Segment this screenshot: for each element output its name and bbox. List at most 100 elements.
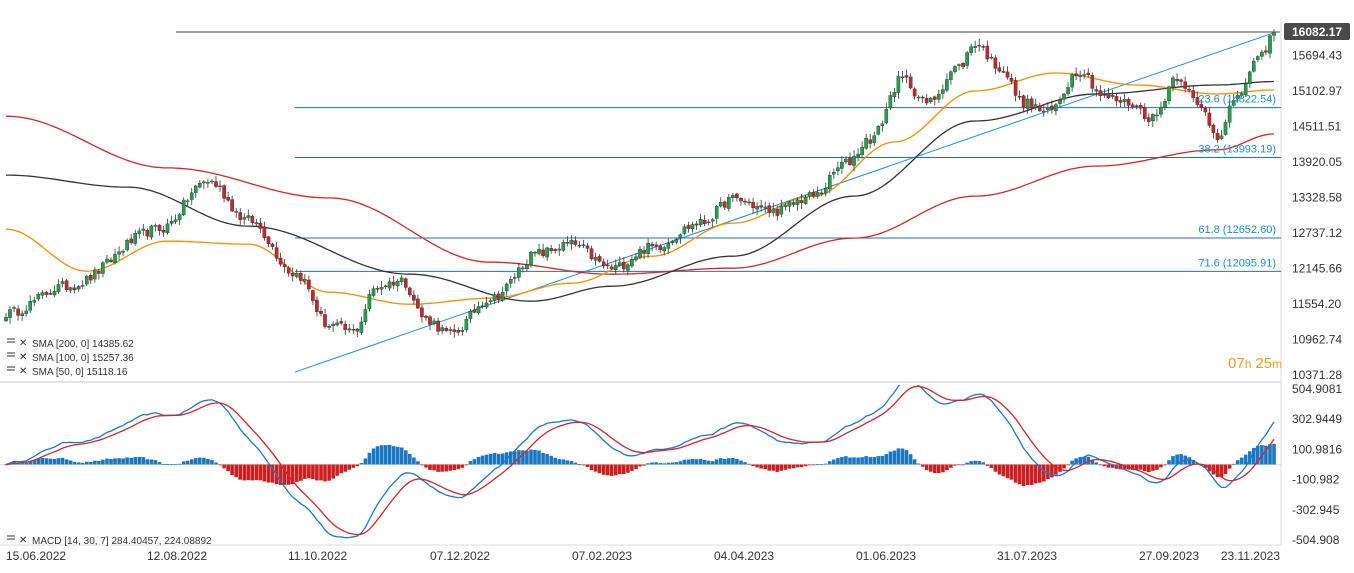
candle[interactable] — [743, 200, 747, 203]
candle[interactable] — [420, 307, 424, 318]
candle[interactable] — [739, 197, 743, 202]
candle[interactable] — [1033, 104, 1038, 108]
candle[interactable] — [331, 324, 335, 327]
candle[interactable] — [214, 181, 218, 187]
candle[interactable] — [274, 247, 279, 259]
macd-line[interactable] — [5, 379, 1275, 539]
candle[interactable] — [945, 79, 949, 91]
candle[interactable] — [16, 308, 20, 316]
candle[interactable] — [929, 97, 933, 102]
candle[interactable] — [561, 241, 566, 251]
candle[interactable] — [84, 275, 89, 285]
candle[interactable] — [969, 46, 973, 53]
candle[interactable] — [1171, 77, 1175, 88]
candle[interactable] — [1070, 74, 1074, 88]
candle[interactable] — [710, 219, 715, 222]
candle[interactable] — [4, 317, 8, 322]
candle[interactable] — [105, 258, 109, 263]
legend-close-icon[interactable]: ✕ — [19, 352, 27, 363]
candle[interactable] — [605, 264, 610, 267]
candle[interactable] — [799, 200, 804, 203]
candle[interactable] — [1167, 86, 1171, 101]
candle[interactable] — [412, 294, 416, 301]
candle[interactable] — [173, 219, 178, 222]
candle[interactable] — [440, 327, 444, 332]
candle[interactable] — [1050, 105, 1054, 110]
candle[interactable] — [694, 223, 699, 226]
candle[interactable] — [965, 52, 969, 66]
candle[interactable] — [1009, 77, 1014, 82]
candle[interactable] — [1155, 114, 1159, 117]
candle[interactable] — [88, 275, 93, 281]
candle[interactable] — [1025, 98, 1030, 109]
candle[interactable] — [1223, 122, 1228, 135]
candle[interactable] — [662, 247, 666, 252]
candle[interactable] — [1251, 60, 1256, 72]
candle[interactable] — [1272, 31, 1276, 36]
candle[interactable] — [137, 230, 142, 234]
candle[interactable] — [517, 267, 521, 278]
candle[interactable] — [1183, 81, 1187, 89]
candle[interactable] — [848, 157, 852, 165]
candle[interactable] — [666, 243, 671, 249]
candle[interactable] — [755, 206, 759, 210]
candle[interactable] — [408, 287, 412, 296]
candle[interactable] — [1195, 97, 1200, 105]
candle[interactable] — [290, 273, 295, 277]
candle[interactable] — [234, 211, 239, 213]
candle[interactable] — [779, 205, 784, 215]
candle[interactable] — [892, 92, 897, 97]
candle[interactable] — [674, 238, 679, 243]
price-panel[interactable] — [0, 18, 1281, 380]
candle[interactable] — [686, 225, 691, 229]
candle[interactable] — [1175, 78, 1179, 81]
candle[interactable] — [646, 242, 650, 254]
candle[interactable] — [1231, 100, 1236, 106]
candle[interactable] — [1005, 71, 1010, 78]
candle[interactable] — [868, 139, 872, 144]
candle[interactable] — [149, 225, 154, 238]
candle[interactable] — [900, 76, 905, 78]
candle[interactable] — [1219, 135, 1224, 139]
candle[interactable] — [246, 215, 251, 218]
candle[interactable] — [1029, 98, 1034, 108]
candle[interactable] — [706, 221, 711, 224]
candle[interactable] — [129, 238, 134, 244]
candle[interactable] — [949, 71, 953, 80]
candle[interactable] — [791, 202, 796, 205]
candle[interactable] — [444, 328, 449, 331]
sma200-line[interactable] — [5, 115, 1275, 275]
candle[interactable] — [40, 292, 45, 296]
legend-close-icon[interactable]: ✕ — [19, 338, 27, 349]
candle[interactable] — [222, 185, 226, 199]
candle[interactable] — [44, 291, 49, 295]
candle[interactable] — [1102, 94, 1107, 96]
candle[interactable] — [145, 229, 150, 237]
candle[interactable] — [359, 321, 364, 333]
candle[interactable] — [165, 223, 170, 233]
candle[interactable] — [193, 185, 198, 193]
candle[interactable] — [76, 286, 81, 290]
candle[interactable] — [1041, 110, 1046, 113]
candle[interactable] — [807, 192, 812, 197]
legend-sma200[interactable]: ✕ SMA [200, 0] 14385.62 — [7, 338, 134, 350]
candle[interactable] — [1106, 93, 1111, 99]
candle[interactable] — [484, 302, 489, 308]
candle[interactable] — [593, 257, 598, 261]
candle[interactable] — [985, 45, 990, 60]
candle[interactable] — [759, 205, 763, 208]
candle[interactable] — [763, 206, 767, 209]
candle[interactable] — [177, 214, 182, 221]
candle[interactable] — [32, 300, 37, 303]
candle[interactable] — [622, 262, 626, 270]
candle[interactable] — [1114, 96, 1119, 102]
candle[interactable] — [1058, 99, 1062, 104]
candle[interactable] — [525, 264, 529, 270]
candle[interactable] — [456, 330, 461, 333]
candle[interactable] — [307, 279, 311, 290]
candle[interactable] — [1037, 105, 1042, 112]
candle[interactable] — [387, 281, 392, 289]
candle[interactable] — [141, 228, 146, 231]
candle[interactable] — [315, 299, 319, 312]
candle[interactable] — [1243, 83, 1248, 96]
